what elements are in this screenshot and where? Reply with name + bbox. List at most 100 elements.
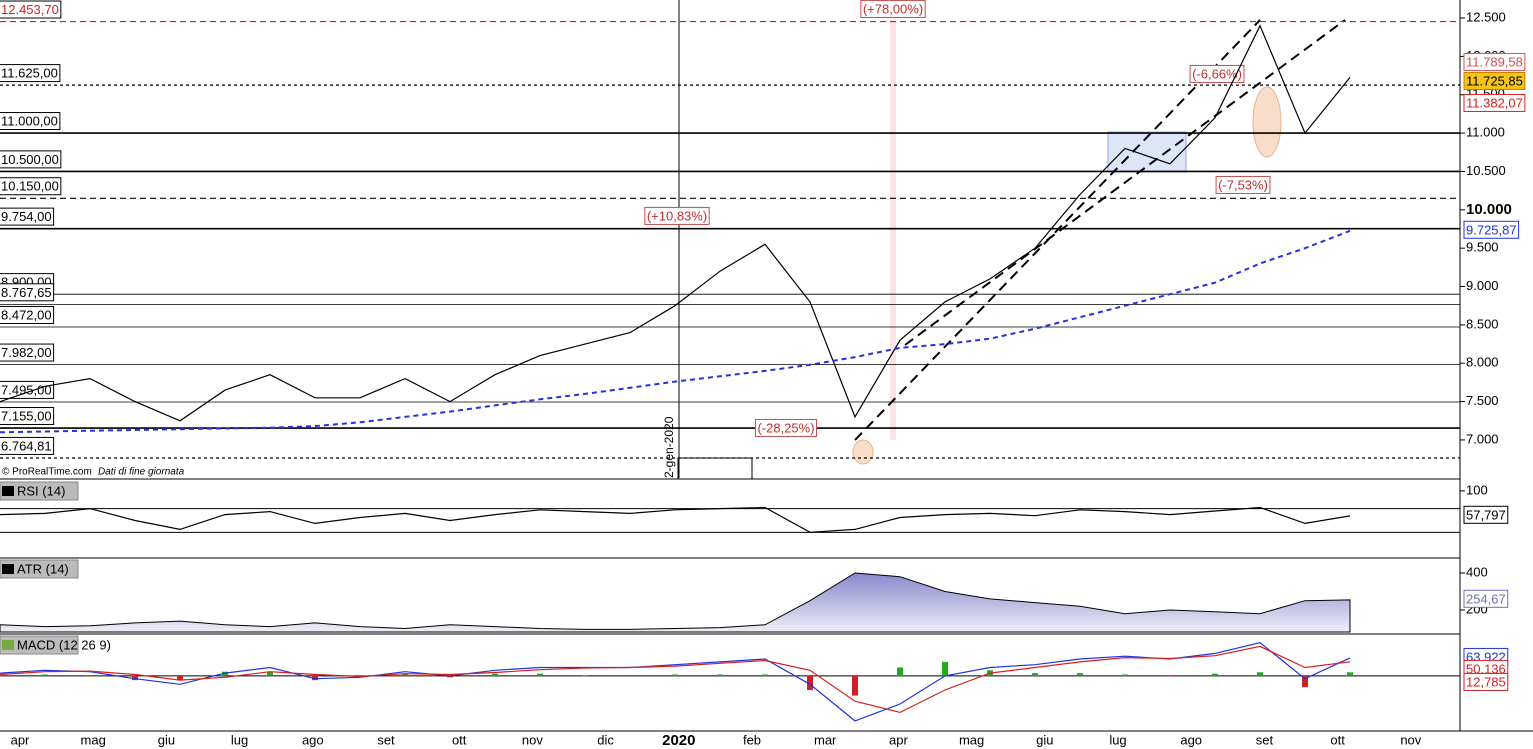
y-tick-label: 7.000 xyxy=(1466,431,1499,446)
histogram-bar xyxy=(0,674,3,676)
x-tick-label: set xyxy=(377,732,395,747)
y-tick-label: 8.000 xyxy=(1466,355,1499,370)
annotation: (-7,53%) xyxy=(1218,177,1268,192)
x-tick-label: lug xyxy=(231,732,248,747)
level-label-box xyxy=(0,177,62,196)
histogram-bar xyxy=(87,675,93,677)
side-label: 11.789,58 xyxy=(1466,54,1523,69)
channel xyxy=(904,19,1346,346)
last-value-label: 57,797 xyxy=(1466,507,1506,522)
histogram-bar xyxy=(177,675,183,681)
x-tick-label: mag xyxy=(959,732,984,747)
panel-icon xyxy=(2,486,14,496)
histogram-bar xyxy=(42,674,48,676)
last-value-label-box xyxy=(1463,672,1509,691)
annotation: (+78,00%) xyxy=(863,1,923,16)
x-tick-label: 2020 xyxy=(662,732,695,749)
histogram-bar xyxy=(222,671,228,676)
level-label-box xyxy=(0,305,55,324)
last-value-label: 11.725,85 xyxy=(1466,73,1523,88)
histogram-bar xyxy=(762,674,768,676)
histogram-bar xyxy=(672,674,678,676)
marker-ellipse xyxy=(852,439,874,465)
level-label: 8.472,00 xyxy=(1,307,52,322)
series-line xyxy=(0,506,1351,533)
credit: © ProRealTime.com xyxy=(2,467,92,478)
panel-header-box xyxy=(0,559,79,579)
y-tick-label: 7.500 xyxy=(1466,393,1499,408)
histogram-bar xyxy=(402,673,408,676)
level-label-box xyxy=(0,380,55,399)
side-label: 11.382,07 xyxy=(1466,95,1523,110)
panel-title: MACD (12 26 9) xyxy=(17,637,111,652)
x-tick-label: lug xyxy=(1109,732,1126,747)
last-value-label: 50,136 xyxy=(1466,661,1506,676)
y-tick-label: 9.500 xyxy=(1466,240,1499,255)
y-tick-label: 11.000 xyxy=(1466,125,1505,140)
last-value-label: 9.725,87 xyxy=(1466,222,1517,237)
histogram-bar xyxy=(537,673,543,676)
histogram-bar xyxy=(807,675,813,690)
series-line xyxy=(0,645,1351,714)
histogram-bar xyxy=(582,675,588,676)
panel-icon xyxy=(2,640,14,650)
level-label-box xyxy=(0,207,55,226)
x-tick-label: nov xyxy=(1400,732,1421,747)
histogram-bar xyxy=(897,667,903,676)
histogram-bar xyxy=(852,675,858,696)
area xyxy=(0,572,1351,633)
x-tick-label: set xyxy=(1256,732,1274,747)
level-label-box xyxy=(0,343,55,362)
series-line xyxy=(0,229,1351,434)
level-label: 10.150,00 xyxy=(1,179,59,194)
histogram-bar xyxy=(1257,672,1263,676)
annotation-box xyxy=(754,418,818,437)
level-label-box xyxy=(0,112,61,131)
histogram-bar xyxy=(132,675,138,681)
panel-icon xyxy=(2,564,14,574)
panel-title: ATR (14) xyxy=(17,561,69,576)
histogram-bar xyxy=(1077,673,1083,676)
x-tick-label: apr xyxy=(11,732,30,747)
y-tick-label: 10.500 xyxy=(1466,163,1506,178)
x-tick-label: nov xyxy=(522,732,543,747)
panel-header-box xyxy=(0,635,79,655)
x-tick-label: feb xyxy=(743,732,761,747)
note: Dati di fine giornata xyxy=(98,467,185,478)
y-tick-label: 10.000 xyxy=(1466,201,1512,218)
last-value-label-box xyxy=(1463,220,1520,239)
level-label: 9.754,00 xyxy=(1,209,52,224)
side-label-box xyxy=(1463,93,1526,112)
x-tick-label: ago xyxy=(302,732,324,747)
x-tick-label: ago xyxy=(1180,732,1202,747)
histogram-bar xyxy=(942,661,948,676)
level-label: 8.767,65 xyxy=(1,285,52,300)
level-label: 7.155,00 xyxy=(1,408,52,423)
channel xyxy=(854,19,1261,441)
x-tick-label: ott xyxy=(1330,732,1345,747)
y-tick-label: 8.500 xyxy=(1466,316,1499,331)
histogram-bar xyxy=(447,675,453,678)
y-tick-label: 12.500 xyxy=(1466,9,1506,24)
level-label: 7.982,00 xyxy=(1,345,52,360)
annotation-box xyxy=(1189,64,1245,83)
histogram-bar xyxy=(1212,673,1218,676)
vline-label: 2-gen-2020 xyxy=(662,416,676,478)
level-label-box xyxy=(0,64,61,83)
histogram-bar xyxy=(1167,675,1173,677)
level-label: 7.495,00 xyxy=(1,382,52,397)
highlight-band xyxy=(890,20,896,440)
histogram-bar xyxy=(1347,672,1353,676)
histogram-bar xyxy=(717,674,723,676)
annotation-box xyxy=(860,0,926,18)
x-tick-label: giu xyxy=(1036,732,1053,747)
y-tick-label: 9.000 xyxy=(1466,278,1499,293)
x-tick-label: apr xyxy=(889,732,908,747)
x-tick-label: giu xyxy=(158,732,175,747)
x-tick-label: ott xyxy=(452,732,467,747)
series-line xyxy=(0,24,1351,422)
level-label-box xyxy=(0,436,55,455)
y-tick-label: 100 xyxy=(1466,482,1488,497)
